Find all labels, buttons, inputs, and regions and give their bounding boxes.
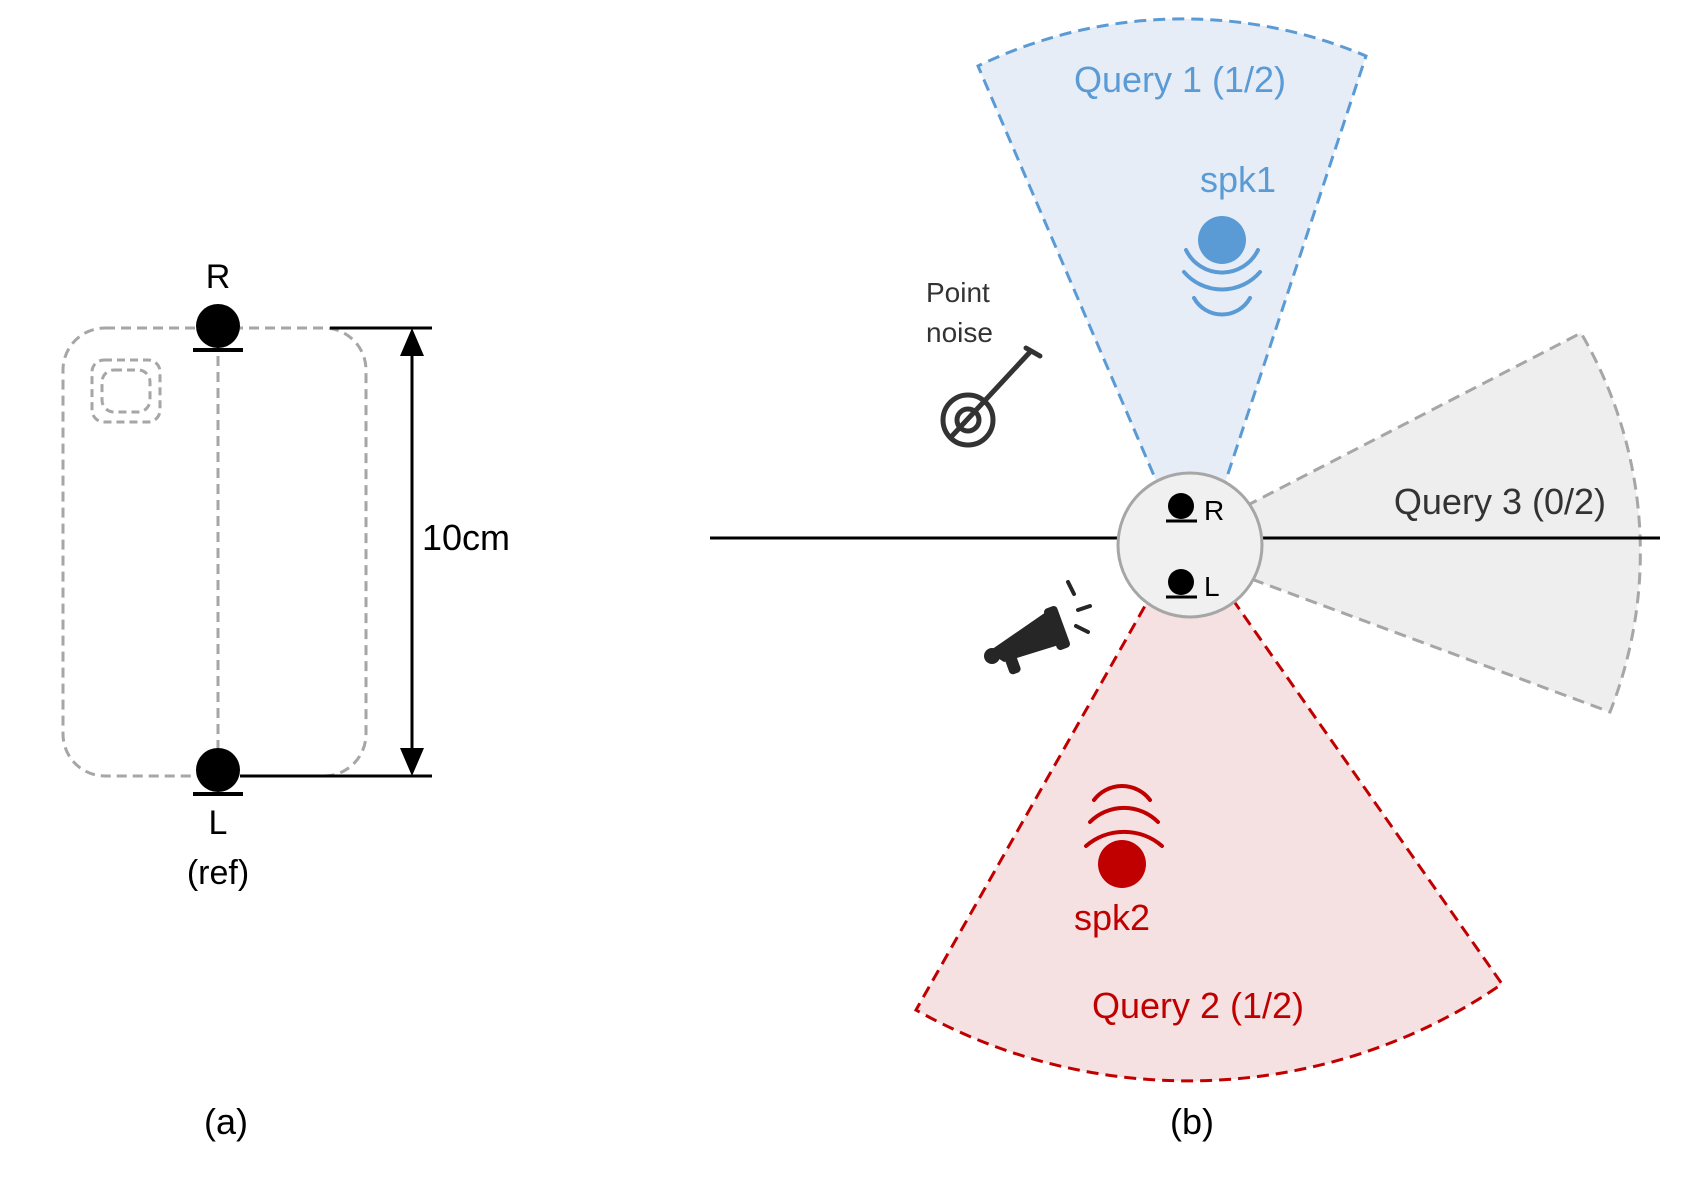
dimension-arrow bbox=[400, 328, 424, 776]
query2-sector bbox=[913, 588, 1505, 1083]
banjo-icon bbox=[940, 345, 1043, 448]
microphone-icon bbox=[193, 748, 243, 796]
center-mic-l-label: L bbox=[1204, 571, 1220, 602]
noise-label-line2: noise bbox=[926, 317, 993, 348]
sound-waves-icon bbox=[1084, 784, 1164, 848]
ref-label: (ref) bbox=[187, 854, 249, 892]
microphone-icon bbox=[1166, 493, 1197, 523]
speaker-source-icon bbox=[1098, 840, 1146, 888]
panel-a: R L (ref) 10cm (a) bbox=[61, 258, 510, 1142]
panel-b: R L bbox=[710, 17, 1660, 1142]
phone-outline bbox=[61, 326, 368, 778]
query1-label: Query 1 (1/2) bbox=[1074, 59, 1286, 100]
center-mic-r-label: R bbox=[1204, 495, 1224, 526]
speaker-source-icon bbox=[1198, 216, 1246, 264]
spk2-label: spk2 bbox=[1074, 897, 1150, 938]
sound-waves-icon bbox=[1182, 248, 1262, 317]
microphone-icon bbox=[193, 304, 243, 352]
megaphone-icon bbox=[984, 580, 1092, 675]
camera-icon bbox=[90, 358, 162, 424]
caption-b: (b) bbox=[1170, 1101, 1214, 1142]
microphone-icon bbox=[1166, 569, 1197, 599]
query3-label: Query 3 (0/2) bbox=[1394, 481, 1606, 522]
mic-bottom-label: L bbox=[209, 804, 228, 842]
mic-top-label: R bbox=[206, 258, 231, 296]
query3-sector bbox=[1244, 331, 1642, 714]
noise-label-line1: Point bbox=[926, 277, 990, 308]
caption-a: (a) bbox=[204, 1101, 248, 1142]
query1-sector bbox=[976, 17, 1368, 494]
query2-label: Query 2 (1/2) bbox=[1092, 985, 1304, 1026]
device-circle bbox=[1116, 471, 1264, 619]
spk1-label: spk1 bbox=[1200, 159, 1276, 200]
distance-label: 10cm bbox=[422, 517, 510, 558]
